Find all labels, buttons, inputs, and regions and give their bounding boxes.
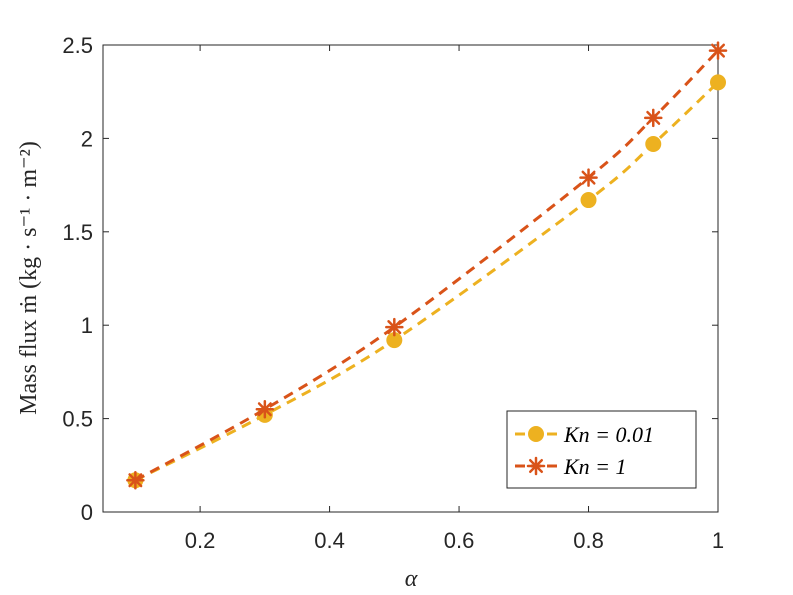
data-point [644, 108, 663, 128]
data-point [126, 470, 145, 490]
y-tick-label: 1.5 [62, 220, 93, 245]
legend: Kn = 0.01 Kn = 1 [506, 410, 697, 489]
x-axis-ticks: 0.2 0.4 0.6 0.8 1 [185, 45, 724, 553]
data-point [708, 41, 728, 60]
legend-marker [526, 456, 546, 476]
y-tick-label: 0 [81, 500, 93, 525]
series-2 [126, 41, 728, 490]
x-tick-label: 0.8 [573, 528, 604, 553]
x-axis-label: α [405, 566, 418, 592]
data-point [579, 168, 598, 187]
data-point [645, 136, 662, 153]
data-point [710, 74, 726, 91]
x-tick-label: 1 [712, 528, 724, 553]
data-point [255, 400, 275, 419]
y-tick-label: 2.5 [62, 33, 93, 58]
y-tick-label: 1 [81, 313, 93, 338]
x-tick-label: 0.4 [314, 528, 345, 553]
data-point [385, 317, 404, 337]
y-tick-label: 0.5 [62, 407, 93, 432]
legend-box [506, 410, 697, 489]
y-axis-label: Mass flux ṁ (kg · s⁻¹ · m⁻²) [16, 141, 42, 415]
legend-label: Kn = 1 [563, 454, 627, 479]
legend-entry: Kn = 1 [515, 454, 627, 479]
data-point [386, 332, 403, 349]
y-tick-label: 2 [81, 126, 93, 151]
data-point [580, 192, 597, 209]
series-layer [126, 41, 728, 490]
x-tick-label: 0.6 [444, 528, 475, 553]
y-axis-ticks: 0 0.5 1 1.5 2 2.5 [62, 33, 718, 525]
legend-marker [528, 426, 544, 442]
x-tick-label: 0.2 [185, 528, 216, 553]
legend-entry: Kn = 0.01 [515, 422, 654, 447]
legend-label: Kn = 0.01 [563, 422, 654, 447]
